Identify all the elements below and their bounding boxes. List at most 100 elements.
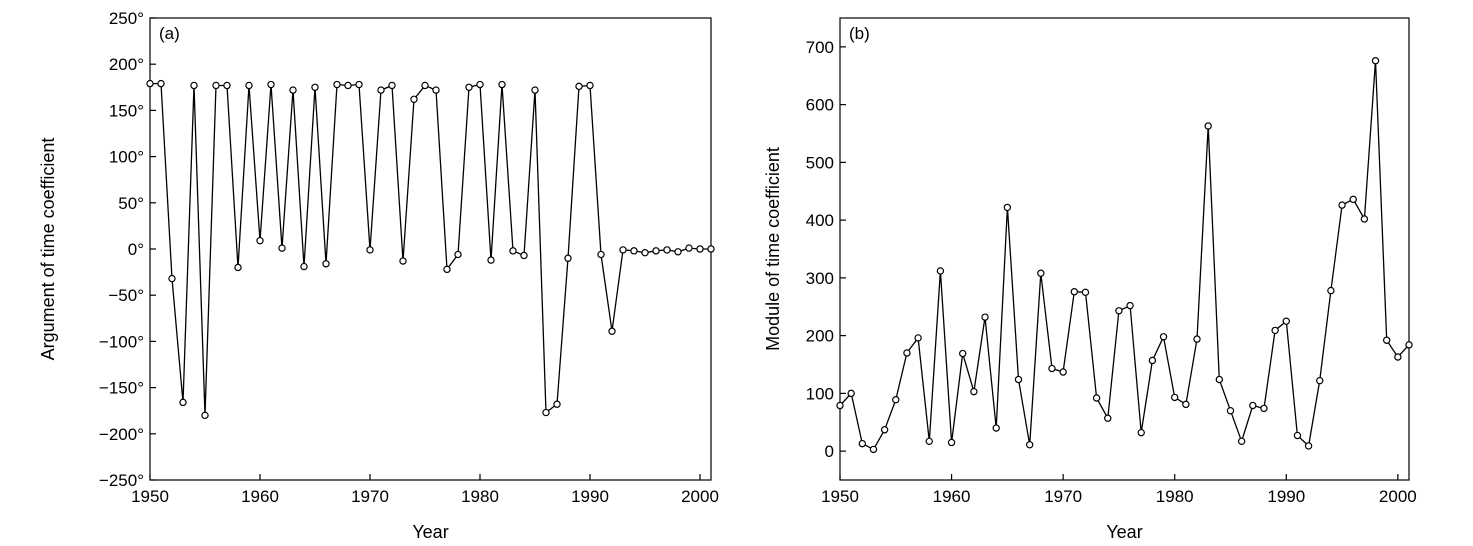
data-point xyxy=(869,445,878,454)
y-tick-label: 500 xyxy=(806,153,834,172)
data-point xyxy=(542,408,550,417)
data-point xyxy=(146,79,154,88)
data-point xyxy=(278,244,286,252)
data-point xyxy=(1171,393,1179,402)
y-tick-label: 100° xyxy=(109,148,144,167)
data-point xyxy=(388,81,396,90)
y-tick-label: 300 xyxy=(806,269,834,288)
data-point xyxy=(880,426,889,434)
data-point xyxy=(959,349,967,358)
data-point xyxy=(1304,442,1313,450)
y-tick-label: 250° xyxy=(109,9,144,28)
data-point xyxy=(1070,288,1078,296)
y-tick-label: 100 xyxy=(806,384,834,403)
data-point xyxy=(476,80,484,89)
data-point xyxy=(903,349,911,357)
data-point xyxy=(575,82,583,91)
x-tick-label: 1980 xyxy=(461,487,499,506)
x-tick-label: 1980 xyxy=(1156,487,1194,506)
data-point xyxy=(892,396,900,404)
data-point xyxy=(190,81,198,90)
x-tick-label: 1970 xyxy=(351,487,389,506)
series-line xyxy=(150,82,711,416)
x-tick-label: 2000 xyxy=(1379,487,1417,506)
data-point xyxy=(1382,336,1391,344)
data-point xyxy=(1271,326,1279,335)
data-point xyxy=(1037,269,1045,277)
data-point xyxy=(498,80,506,89)
data-point xyxy=(1226,407,1235,415)
data-point xyxy=(992,424,1000,432)
y-axis-title: Argument of time coefficient xyxy=(38,138,58,361)
data-point xyxy=(432,86,440,94)
data-point xyxy=(443,265,451,274)
data-point xyxy=(1293,431,1302,440)
data-point xyxy=(212,81,220,90)
data-point xyxy=(520,251,528,260)
y-tick-label: −150° xyxy=(99,379,144,398)
chart-panel-b: 1950 1960 1970 1980 1990 2000 0 100 200 300 400 500… xyxy=(763,17,1417,542)
data-point xyxy=(487,256,495,264)
data-point xyxy=(355,80,363,89)
data-point xyxy=(858,439,867,448)
y-tick-label: −100° xyxy=(99,332,144,351)
y-tick-label: 0 xyxy=(825,442,834,461)
data-point xyxy=(597,250,605,259)
data-point xyxy=(289,86,297,94)
data-point xyxy=(1081,288,1090,297)
y-tick-label: 150° xyxy=(109,101,144,120)
data-point xyxy=(1137,428,1145,437)
data-point xyxy=(1092,394,1101,402)
data-point xyxy=(366,246,374,254)
data-point xyxy=(531,86,539,94)
data-point xyxy=(1014,375,1023,384)
data-point xyxy=(707,245,715,253)
data-point xyxy=(847,389,855,398)
x-tick-label: 1970 xyxy=(1044,487,1082,506)
data-point xyxy=(630,247,638,255)
x-tick-label: 1990 xyxy=(1267,487,1305,506)
data-point xyxy=(1159,333,1168,341)
plot-frame xyxy=(839,17,1410,481)
data-point xyxy=(322,260,330,268)
data-point xyxy=(1327,286,1335,295)
panel-label: (b) xyxy=(849,24,870,43)
data-point xyxy=(553,400,561,408)
x-tick-label: 1990 xyxy=(571,487,609,506)
y-tick-label: 700 xyxy=(806,38,834,57)
data-point xyxy=(564,254,572,262)
data-point xyxy=(267,80,275,89)
panel-label: (a) xyxy=(159,24,180,43)
data-point xyxy=(333,80,341,89)
data-point xyxy=(1003,203,1012,212)
data-point xyxy=(1025,441,1034,449)
data-point xyxy=(1204,122,1212,130)
data-point xyxy=(157,79,165,88)
data-point xyxy=(421,81,429,90)
y-tick-label: −250° xyxy=(99,471,144,490)
x-tick-label: 2000 xyxy=(681,487,719,506)
y-tick-label: 0° xyxy=(128,240,144,259)
data-point xyxy=(1215,375,1224,384)
y-tick-label: 50° xyxy=(118,194,144,213)
y-tick-label: 200° xyxy=(109,55,144,74)
data-point xyxy=(685,244,693,252)
data-point xyxy=(234,263,242,272)
data-point xyxy=(586,81,594,90)
data-point xyxy=(1237,437,1246,446)
x-axis-title: Year xyxy=(412,522,448,542)
data-point xyxy=(641,248,649,257)
data-point xyxy=(936,267,945,275)
data-point xyxy=(1115,307,1123,315)
x-tick-label: 1950 xyxy=(131,487,169,506)
y-tick-label: 200 xyxy=(806,327,834,346)
data-point xyxy=(981,313,989,321)
data-point xyxy=(674,248,682,256)
data-point xyxy=(1371,57,1380,65)
data-point xyxy=(179,398,187,407)
data-point xyxy=(696,245,704,253)
data-point xyxy=(399,257,407,265)
data-point xyxy=(1126,301,1134,310)
data-point xyxy=(652,247,660,255)
